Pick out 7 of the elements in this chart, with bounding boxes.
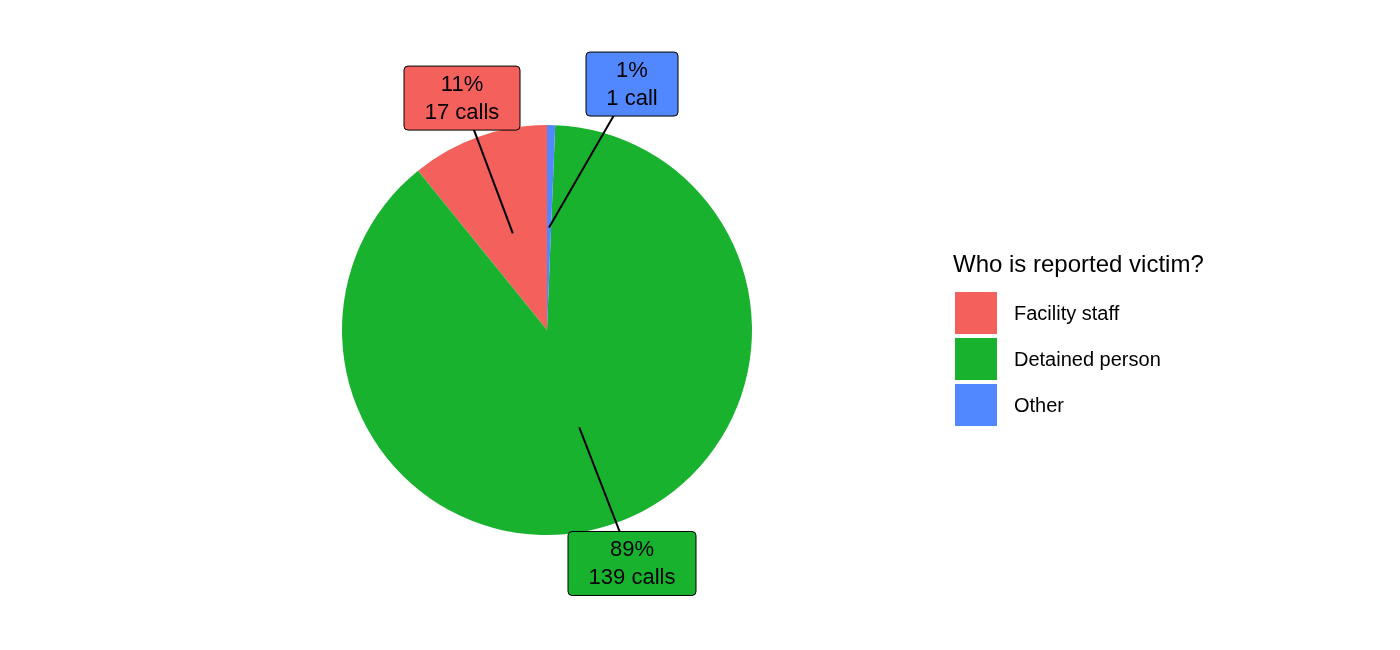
legend-label: Detained person	[1014, 348, 1161, 370]
legend-title: Who is reported victim?	[953, 250, 1204, 277]
data-label: 1% 1 call	[606, 57, 658, 111]
legend-label: Facility staff	[1014, 302, 1120, 324]
data-label: 11% 17 calls	[424, 71, 500, 125]
legend-label: Other	[1014, 394, 1065, 416]
data-label: 89% 139 calls	[588, 536, 676, 590]
